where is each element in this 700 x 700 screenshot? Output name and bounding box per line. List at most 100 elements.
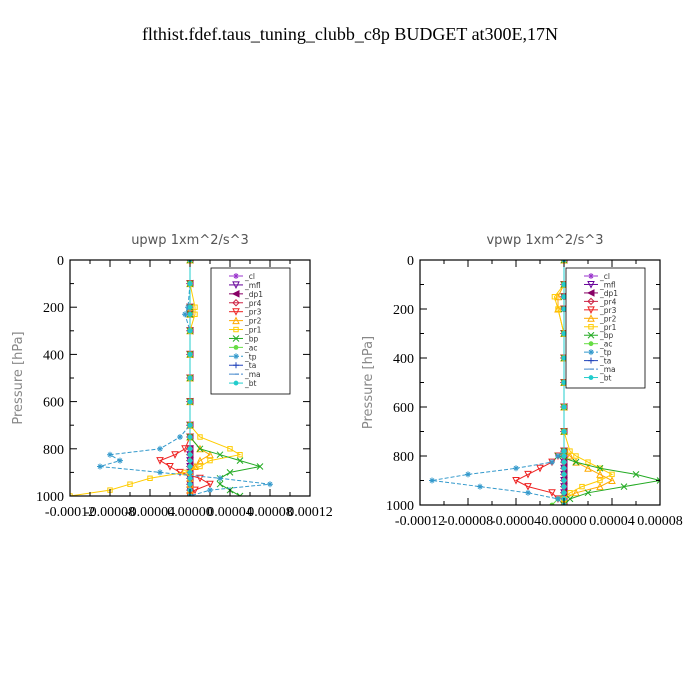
data-point	[465, 471, 471, 478]
legend-item: _dp1	[584, 289, 618, 298]
y-tick-label: 0	[57, 254, 64, 269]
legend-swatch-marker	[233, 273, 239, 279]
x-tick-label: 0.00000	[541, 514, 587, 529]
x-tick-label: -0.00008	[85, 505, 135, 520]
x-tick-label: 0.00004	[589, 514, 635, 529]
panel-title: upwp 1xm^2/s^3	[131, 233, 249, 248]
data-point	[555, 453, 561, 459]
legend-item: _ta	[229, 361, 256, 370]
y-tick-label: 1000	[386, 499, 414, 514]
data-point	[187, 422, 193, 428]
data-point	[561, 282, 567, 287]
legend-label: _ta	[599, 357, 611, 366]
data-point	[171, 451, 179, 459]
data-point	[561, 306, 567, 312]
data-point	[127, 481, 133, 487]
data-point	[561, 453, 567, 459]
data-point	[567, 490, 573, 496]
data-point	[187, 458, 193, 463]
legend-swatch-marker	[233, 362, 239, 369]
data-point	[512, 477, 520, 485]
data-point	[561, 448, 567, 454]
data-point	[572, 488, 580, 497]
data-point	[166, 463, 174, 471]
legend-swatch-marker	[587, 306, 595, 314]
data-point	[567, 448, 573, 454]
data-point	[187, 399, 193, 404]
legend-swatch-marker	[233, 344, 239, 350]
data-point	[536, 464, 544, 473]
data-point	[187, 452, 193, 458]
legend-label: _bt	[599, 374, 612, 383]
panel-title: vpwp 1xm^2/s^3	[486, 233, 603, 248]
data-point	[207, 487, 213, 494]
y-tick-label: 200	[393, 303, 414, 318]
data-point	[596, 470, 604, 478]
data-point	[561, 331, 567, 336]
data-point	[187, 311, 193, 317]
legend-label: _cl	[244, 272, 255, 281]
data-point	[561, 404, 567, 410]
data-point	[187, 304, 193, 310]
legend-swatch-marker	[588, 357, 594, 364]
legend-label: _pr1	[244, 326, 262, 335]
data-point	[561, 294, 567, 300]
data-point	[561, 490, 567, 496]
legend-swatch-marker	[233, 353, 239, 360]
data-point	[157, 445, 163, 452]
x-tick-label: 0.00008	[637, 514, 683, 529]
data-point	[227, 446, 233, 452]
legend-swatch-marker	[232, 299, 240, 307]
data-point	[549, 459, 555, 466]
data-point	[561, 478, 567, 483]
x-tick-label: -0.00004	[125, 505, 175, 520]
x-tick-label: 0.00012	[287, 505, 333, 520]
data-point	[596, 464, 604, 472]
data-point	[147, 475, 153, 482]
legend-item: _bp	[229, 334, 259, 343]
data-point	[561, 471, 567, 477]
data-point	[566, 451, 574, 460]
legend-label: _mfl	[599, 280, 616, 289]
legend-label: _pr1	[599, 323, 617, 332]
data-point	[579, 483, 585, 490]
legend-swatch-marker	[588, 349, 594, 356]
legend-item: _dp1	[229, 290, 263, 299]
data-point	[217, 475, 223, 482]
series-line	[158, 260, 212, 496]
legend-swatch-marker	[588, 273, 594, 279]
data-point	[656, 477, 660, 484]
y-tick-label: 1000	[36, 490, 64, 505]
legend-label: _pr2	[244, 317, 262, 326]
data-point	[555, 495, 561, 502]
legend-item: _mfl	[584, 280, 616, 289]
legend-item: _bt	[584, 374, 612, 383]
legend-item: _ta	[584, 357, 611, 366]
legend-item: _pr3	[229, 308, 262, 317]
x-tick-label: 0.00008	[247, 505, 293, 520]
data-point	[182, 311, 188, 318]
x-tick-label: -0.00012	[395, 514, 445, 529]
y-tick-label: 400	[393, 352, 414, 367]
data-point	[236, 492, 244, 496]
data-point	[187, 281, 193, 286]
series-line	[70, 260, 242, 496]
legend-item: _ac	[229, 343, 257, 352]
legend-swatch-marker	[588, 324, 594, 330]
legend-swatch-marker	[586, 289, 595, 297]
legend-swatch-marker	[587, 314, 595, 322]
data-point	[187, 328, 193, 334]
y-tick-label: 400	[43, 348, 64, 363]
legend-label: _dp1	[244, 290, 263, 299]
legend-swatch-marker	[587, 280, 595, 289]
series-layer	[429, 260, 660, 505]
data-point	[608, 476, 616, 484]
legend-swatch-marker	[588, 375, 594, 380]
legend-swatch-marker	[233, 326, 239, 333]
legend-swatch-marker	[232, 281, 240, 290]
legend-label: _pr4	[599, 297, 617, 306]
data-point	[566, 495, 574, 503]
x-tick-label: -0.00004	[491, 514, 541, 529]
y-tick-label: 0	[407, 254, 414, 269]
